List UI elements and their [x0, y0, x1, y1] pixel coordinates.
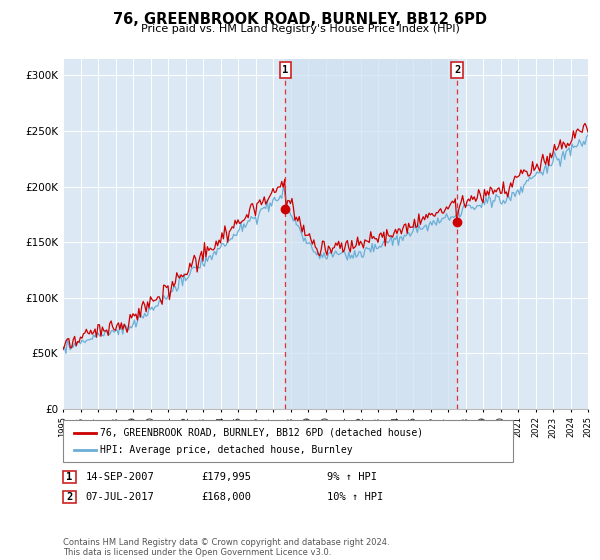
Text: Price paid vs. HM Land Registry's House Price Index (HPI): Price paid vs. HM Land Registry's House … [140, 24, 460, 34]
Text: 76, GREENBROOK ROAD, BURNLEY, BB12 6PD: 76, GREENBROOK ROAD, BURNLEY, BB12 6PD [113, 12, 487, 27]
Text: 1: 1 [67, 472, 73, 482]
Text: 10% ↑ HPI: 10% ↑ HPI [327, 492, 383, 502]
Text: 1: 1 [283, 65, 289, 75]
Text: 9% ↑ HPI: 9% ↑ HPI [327, 472, 377, 482]
Text: Contains HM Land Registry data © Crown copyright and database right 2024.
This d: Contains HM Land Registry data © Crown c… [63, 538, 389, 557]
Text: 2: 2 [454, 65, 460, 75]
Text: HPI: Average price, detached house, Burnley: HPI: Average price, detached house, Burn… [100, 445, 353, 455]
Text: £179,995: £179,995 [201, 472, 251, 482]
Text: £168,000: £168,000 [201, 492, 251, 502]
Text: 07-JUL-2017: 07-JUL-2017 [86, 492, 155, 502]
Text: 76, GREENBROOK ROAD, BURNLEY, BB12 6PD (detached house): 76, GREENBROOK ROAD, BURNLEY, BB12 6PD (… [100, 428, 424, 437]
Text: 2: 2 [67, 492, 73, 502]
Text: 14-SEP-2007: 14-SEP-2007 [86, 472, 155, 482]
Bar [286, 59, 457, 409]
